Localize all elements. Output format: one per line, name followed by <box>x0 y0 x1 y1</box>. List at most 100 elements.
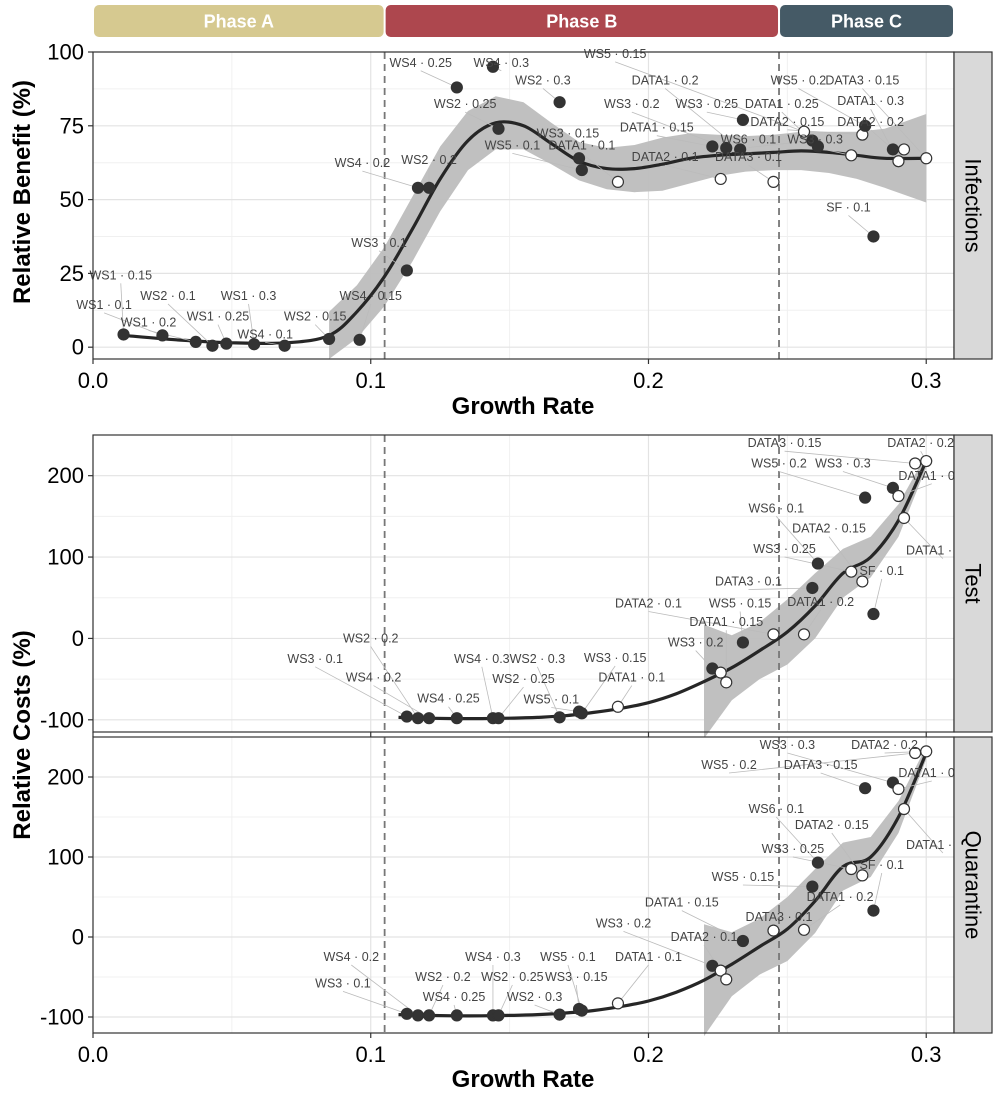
x-axis-title-top: Growth Rate <box>452 393 595 420</box>
point-label: WS4 · 0.2 <box>335 156 391 170</box>
facet-strip-label: Quarantine <box>961 831 986 940</box>
confidence-band <box>704 454 927 739</box>
data-point <box>892 155 905 168</box>
point-label: WS3 · 0.3 <box>815 457 871 471</box>
data-point <box>720 973 733 986</box>
label-leader-line <box>581 665 616 714</box>
label-leader-line <box>623 931 713 967</box>
point-label: DATA3 · 0.1 <box>715 150 782 164</box>
point-label: WS3 · 0.3 <box>787 133 843 147</box>
data-point <box>714 172 727 186</box>
point-label: WS2 · 0.1 <box>140 289 196 303</box>
data-point <box>736 934 750 948</box>
data-point <box>897 511 911 525</box>
data-point <box>156 329 169 342</box>
point-label: WS6 · 0.1 <box>748 501 804 515</box>
point-label: DATA1 · 0.15 <box>689 615 763 629</box>
label-leader-line <box>120 283 124 335</box>
phase-segment: Phase C <box>780 5 953 37</box>
y-tick-label: 100 <box>47 845 84 870</box>
data-point <box>411 1009 425 1022</box>
point-label: DATA3 · 0.15 <box>748 436 822 450</box>
label-leader-line <box>342 991 407 1015</box>
point-label: WS5 · 0.1 <box>485 138 541 152</box>
data-point <box>278 339 291 352</box>
point-label: DATA1 · 0.25 <box>745 97 819 111</box>
data-point <box>767 175 780 188</box>
point-label: WS2 · 0.3 <box>515 73 571 87</box>
label-leader-line <box>798 88 866 127</box>
label-leader-line <box>351 964 419 1016</box>
label-leader-line <box>370 646 419 719</box>
data-point <box>422 1009 436 1022</box>
data-point <box>220 337 233 350</box>
label-leader-line <box>481 666 494 719</box>
data-point <box>572 152 586 165</box>
data-point <box>422 712 436 725</box>
point-label: WS1 · 0.2 <box>121 316 177 330</box>
point-label: WS3 · 0.1 <box>315 976 371 990</box>
data-point <box>189 335 202 348</box>
point-label: DATA1 · 0.15 <box>620 121 694 135</box>
point-label: DATA1 · 0.2 <box>807 890 874 904</box>
point-label: DATA1 · 0.15 <box>645 896 719 910</box>
data-point <box>806 880 819 893</box>
label-leader-line <box>665 164 721 180</box>
label-leader-line <box>681 910 744 942</box>
panel-infections: WS1 · 0.15 WS1 · 0.1 WS1 · 0.2 WS2 · 0.1 WS1… <box>47 40 993 393</box>
data-point <box>897 802 911 816</box>
x-tick-label: 0.1 <box>355 1042 386 1067</box>
data-point <box>575 707 588 720</box>
data-point <box>797 923 811 936</box>
point-label: WS3 · 0.15 <box>545 970 608 984</box>
facet-strip-background <box>953 51 993 360</box>
point-label: WS3 · 0.15 <box>537 127 600 141</box>
point-label: SF · 0.1 <box>860 858 905 872</box>
label-leader-line <box>537 666 560 718</box>
data-point <box>492 712 505 725</box>
label-leader-line <box>167 303 213 347</box>
point-label: SF · 0.1 <box>860 564 905 578</box>
label-leader-line <box>148 330 196 343</box>
data-point <box>411 712 425 725</box>
data-point <box>400 264 413 277</box>
data-point <box>920 454 933 468</box>
point-label: WS3 · 0.25 <box>753 542 816 556</box>
data-point <box>859 491 872 504</box>
point-label: WS3 · 0.25 <box>676 97 739 111</box>
point-label: WS4 · 0.3 <box>454 652 510 666</box>
data-point <box>353 333 366 346</box>
point-label: DATA2 · 0.1 <box>632 150 699 164</box>
y-tick-label: 25 <box>60 261 84 286</box>
point-label: DATA3 · 0.15 <box>825 73 899 87</box>
data-point <box>920 745 933 758</box>
point-label: WS4 · 0.25 <box>423 990 486 1004</box>
data-point <box>736 113 750 126</box>
phase-segment-fill <box>385 5 779 37</box>
point-label: WS6 · 0.1 <box>721 133 777 147</box>
data-point <box>867 230 880 243</box>
point-label: WS5 · 0.15 <box>709 597 772 611</box>
label-leader-line <box>248 303 255 345</box>
y-tick-label: 200 <box>47 765 84 790</box>
label-leader-line <box>775 516 819 564</box>
point-label: WS3 · 0.25 <box>762 842 825 856</box>
point-label: WS5 · 0.15 <box>584 47 647 61</box>
chart-panels: WS1 · 0.15 WS1 · 0.1 WS1 · 0.2 WS2 · 0.1 WS1… <box>40 40 993 1067</box>
confidence-band <box>329 96 927 360</box>
phase-segment-fill <box>94 5 384 37</box>
data-point <box>575 163 588 177</box>
data-point <box>845 862 858 876</box>
x-tick-label: 0.3 <box>911 1042 942 1067</box>
label-leader-line <box>420 70 458 88</box>
data-point <box>806 581 819 595</box>
y-tick-label: 200 <box>47 463 84 488</box>
x-tick-label: 0.0 <box>78 368 109 393</box>
point-label: DATA2 · 0.2 <box>837 115 904 129</box>
label-leader-line <box>842 471 894 489</box>
data-point <box>892 489 905 503</box>
point-label: DATA1 · 0.2 <box>632 73 699 87</box>
data-point <box>867 904 880 917</box>
y-tick-label: 50 <box>60 187 84 212</box>
